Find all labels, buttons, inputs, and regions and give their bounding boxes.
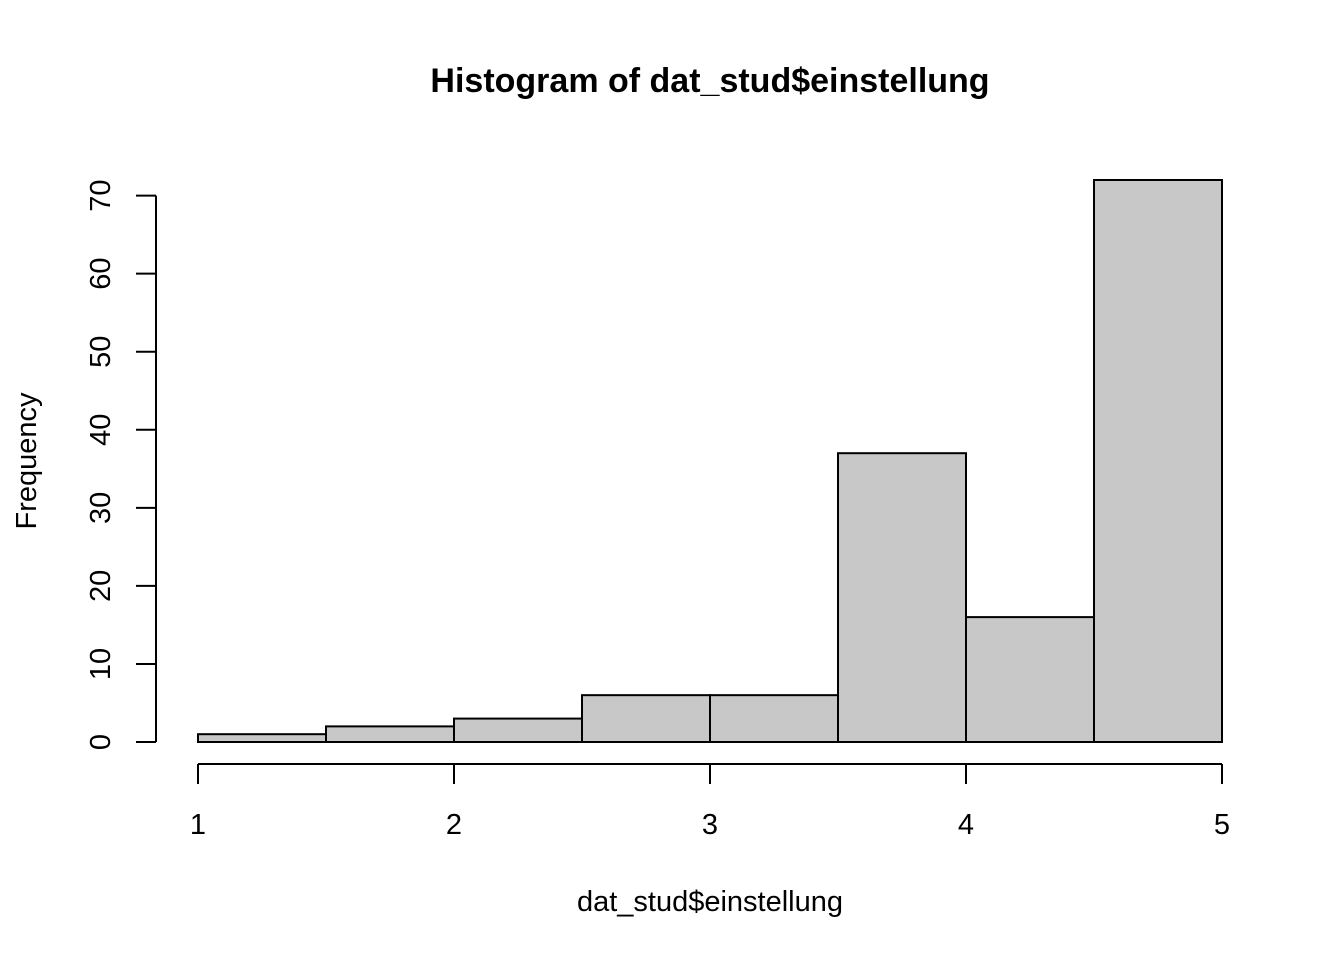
x-axis: 1 2 3 4 5 bbox=[190, 763, 1230, 841]
y-tick-label: 60 bbox=[85, 258, 117, 290]
x-tick-label: 3 bbox=[702, 809, 718, 841]
y-tick-label: 70 bbox=[85, 179, 117, 211]
histogram-bar bbox=[837, 452, 967, 743]
histogram-bar bbox=[709, 694, 839, 744]
y-tick-label: 40 bbox=[85, 414, 117, 446]
histogram-bar bbox=[325, 725, 455, 744]
x-tick-label: 5 bbox=[1214, 809, 1230, 841]
x-tick-label: 2 bbox=[446, 809, 462, 841]
chart-title: Histogram of dat_stud$einstellung bbox=[430, 62, 989, 100]
y-tick-label: 20 bbox=[85, 570, 117, 602]
histogram-bar bbox=[197, 733, 327, 744]
histogram-bar bbox=[965, 616, 1095, 743]
y-tick-label: 30 bbox=[85, 492, 117, 524]
x-axis-label: dat_stud$einstellung bbox=[577, 886, 843, 918]
y-tick-label: 0 bbox=[85, 734, 117, 750]
y-tick-label: 50 bbox=[85, 336, 117, 368]
y-tick-label: 10 bbox=[85, 648, 117, 680]
x-tick-label: 1 bbox=[190, 809, 206, 841]
histogram-bar bbox=[1093, 179, 1223, 743]
bars-group bbox=[197, 179, 1223, 744]
y-axis: 0 10 20 30 40 50 60 70 bbox=[85, 179, 157, 750]
histogram-bar bbox=[581, 694, 711, 744]
x-tick-label: 4 bbox=[958, 809, 974, 841]
y-axis-label: Frequency bbox=[11, 392, 43, 530]
histogram-bar bbox=[453, 717, 583, 743]
